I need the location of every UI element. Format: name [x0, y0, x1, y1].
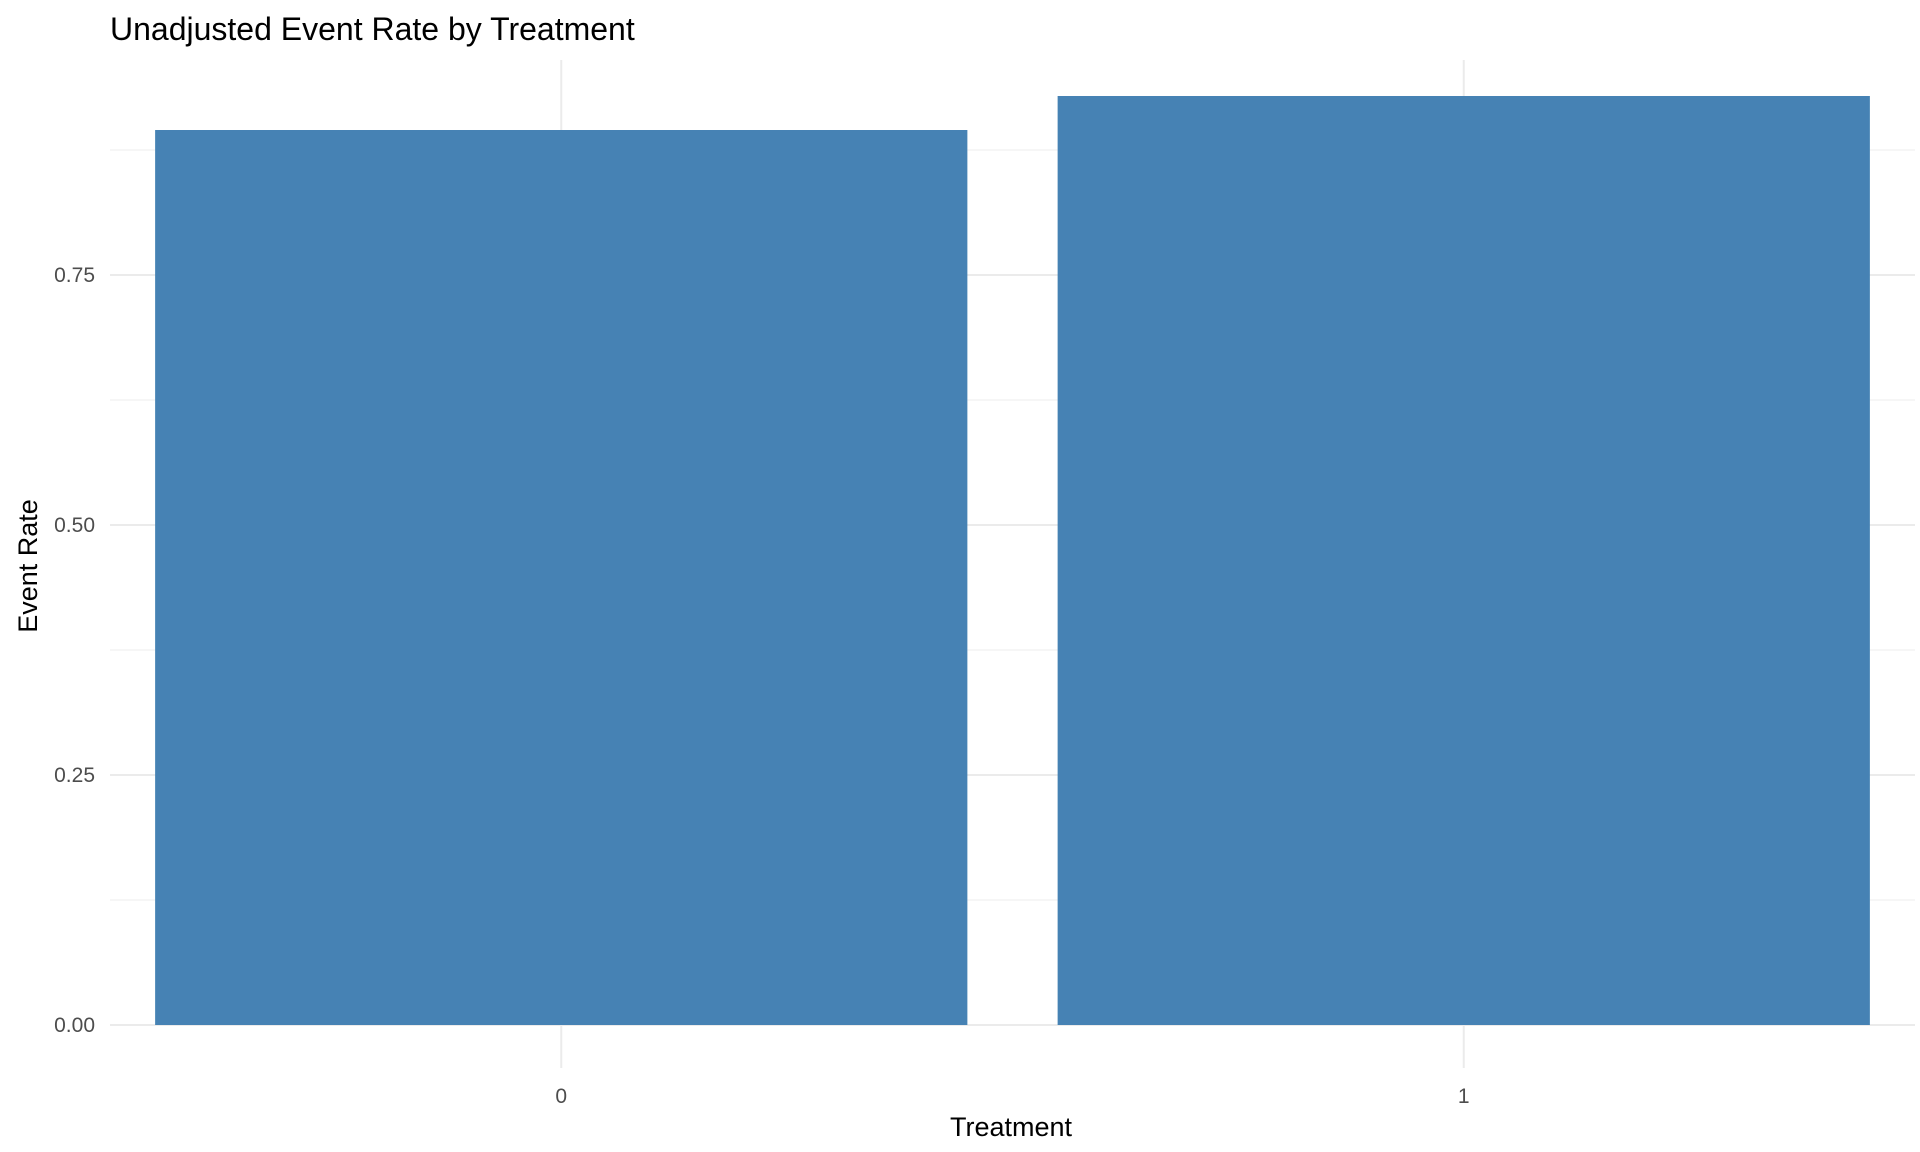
x-tick-label: 0 [555, 1085, 567, 1108]
y-axis-title: Event Rate [13, 499, 43, 633]
y-tick-label: 0.75 [54, 264, 95, 287]
x-axis-title: Treatment [950, 1112, 1073, 1142]
bar-0 [155, 130, 968, 1025]
y-axis-tick-labels: 0.00 0.25 0.50 0.75 [54, 264, 95, 1037]
x-tick-label: 1 [1458, 1085, 1470, 1108]
y-tick-label: 0.00 [54, 1014, 95, 1037]
bar-1 [1057, 96, 1870, 1025]
y-tick-label: 0.25 [54, 764, 95, 787]
y-tick-label: 0.50 [54, 514, 95, 537]
chart-title: Unadjusted Event Rate by Treatment [110, 11, 635, 47]
bars [155, 96, 1870, 1025]
